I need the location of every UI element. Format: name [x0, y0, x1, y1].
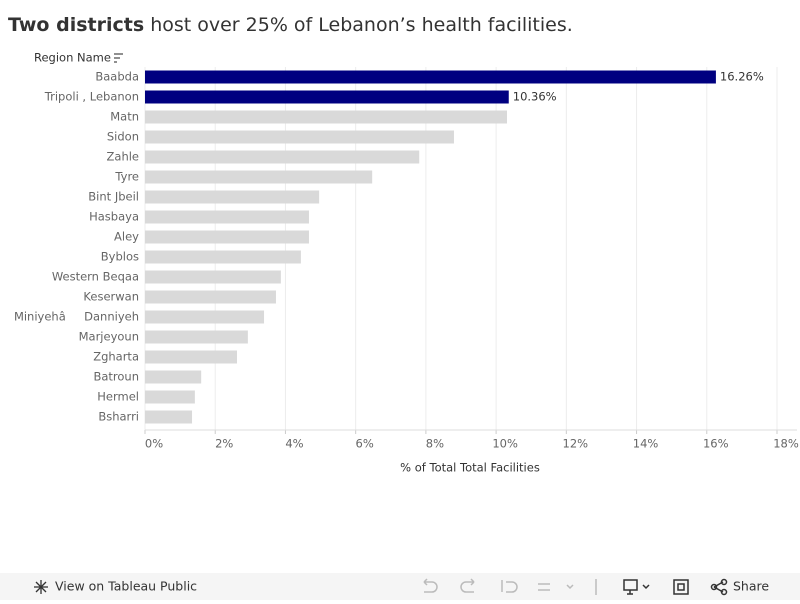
- x-tick-label: 10%: [492, 437, 518, 451]
- bar: [145, 170, 373, 184]
- x-tick-label: 2%: [215, 437, 233, 451]
- view-link[interactable]: View on Tableau Public: [55, 579, 197, 594]
- y-tick-label: Baabda: [95, 70, 139, 84]
- y-tick-label: Hermel: [97, 390, 139, 404]
- download-icon[interactable]: [623, 579, 638, 595]
- y-tick-label: Tyre: [114, 170, 139, 184]
- x-tick-label: 6%: [356, 437, 374, 451]
- fullscreen-icon[interactable]: [673, 579, 689, 595]
- value-label: 10.36%: [513, 90, 557, 104]
- revert-icon[interactable]: [501, 580, 518, 593]
- toolbar: [0, 573, 800, 600]
- x-axis-label: % of Total Total Facilities: [400, 461, 540, 475]
- category-header: Region Name: [34, 51, 111, 65]
- x-tick-label: 16%: [703, 437, 729, 451]
- title-rest: host over 25% of Lebanon’s health facili…: [150, 14, 573, 36]
- undo-icon[interactable]: [423, 578, 438, 593]
- y-tick-label: Bsharri: [98, 410, 139, 424]
- bar: [145, 270, 281, 284]
- redo-icon[interactable]: [460, 578, 475, 593]
- toolbar-icons-dark: [623, 578, 728, 596]
- title-bold: Two districts: [8, 14, 144, 36]
- y-tick-label: Sidon: [107, 130, 139, 144]
- bar: [145, 70, 716, 84]
- y-tick-label: Western Beqaa: [52, 270, 139, 284]
- value-label: 16.26%: [720, 70, 764, 84]
- x-tick-label: 8%: [426, 437, 444, 451]
- y-tick-label: MiniyehâDanniyeh: [14, 310, 139, 324]
- bar: [145, 310, 265, 324]
- bar: [145, 190, 320, 204]
- x-tick-label: 12%: [563, 437, 589, 451]
- y-tick-label: Marjeyoun: [79, 330, 139, 344]
- bar: [145, 290, 276, 304]
- x-tick-label: 4%: [285, 437, 303, 451]
- bar: [145, 150, 420, 164]
- x-tick-label: 18%: [773, 437, 799, 451]
- bar: [145, 210, 309, 224]
- refresh-icon[interactable]: [538, 583, 550, 591]
- y-tick-label: Tripoli , Lebanon: [44, 90, 139, 104]
- chart-title: Two districts host over 25% of Lebanon’s…: [8, 14, 573, 36]
- bar: [145, 230, 309, 244]
- x-tick-label: 0%: [145, 437, 163, 451]
- y-tick-label: Aley: [114, 230, 139, 244]
- bar: [145, 370, 202, 384]
- dropdown-icon[interactable]: [566, 584, 574, 590]
- bar: [145, 130, 454, 144]
- y-tick-label: Byblos: [101, 250, 139, 264]
- bar: [145, 410, 193, 424]
- download-dropdown[interactable]: [642, 584, 650, 590]
- x-tick-label: 14%: [633, 437, 659, 451]
- bar: [145, 350, 237, 364]
- share-button[interactable]: Share: [733, 579, 769, 594]
- bar: [145, 250, 301, 264]
- bar: [145, 110, 507, 124]
- sort-icon[interactable]: [114, 53, 123, 63]
- y-tick-label: Zgharta: [93, 350, 139, 364]
- y-tick-label: Bint Jbeil: [88, 190, 139, 204]
- bar: [145, 330, 248, 344]
- y-tick-label: Zahle: [107, 150, 139, 164]
- y-tick-label: Hasbaya: [89, 210, 139, 224]
- y-tick-label: Keserwan: [83, 290, 139, 304]
- bar: [145, 90, 509, 104]
- toolbar-icons: [423, 578, 597, 595]
- y-tick-label: Batroun: [93, 370, 139, 384]
- tableau-icon: [34, 580, 48, 594]
- bar: [145, 390, 195, 404]
- y-tick-label: Matn: [110, 110, 139, 124]
